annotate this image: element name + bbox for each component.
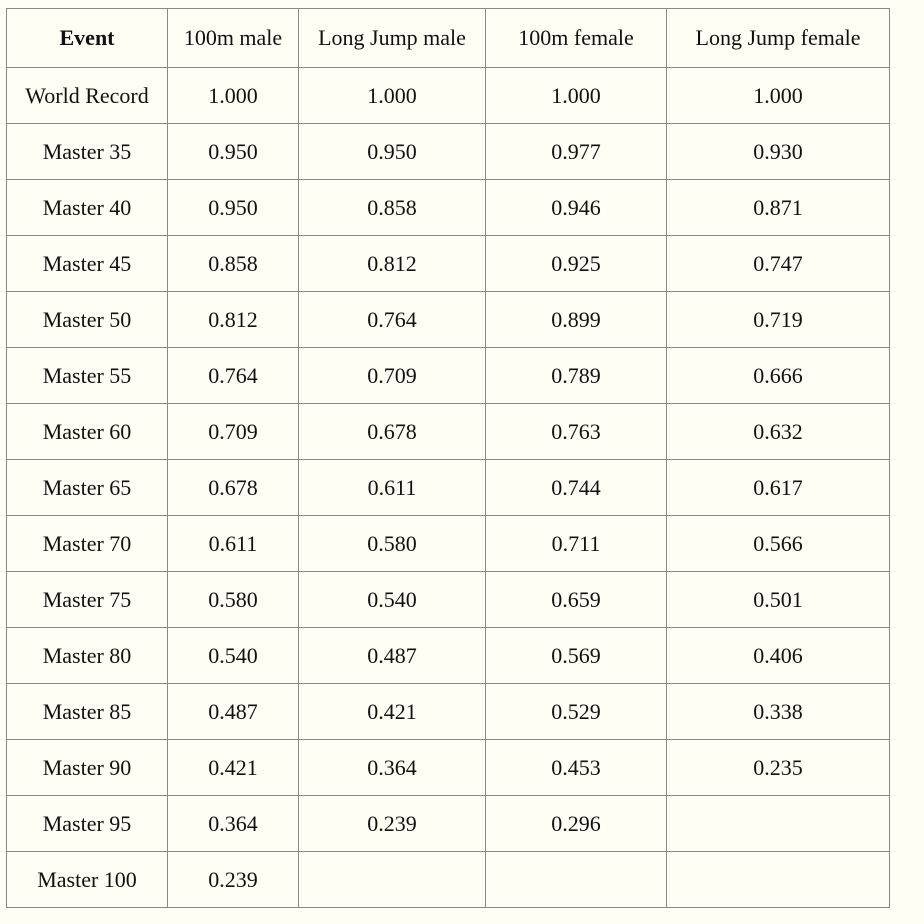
row-label: Master 65 [6,459,168,516]
table-cell: 0.364 [167,795,299,852]
table-row: Master 45 0.858 0.812 0.925 0.747 [6,235,890,292]
table-cell: 0.580 [167,571,299,628]
table-row: Master 35 0.950 0.950 0.977 0.930 [6,123,890,180]
table-cell [298,851,486,908]
table-row: Master 65 0.678 0.611 0.744 0.617 [6,459,890,516]
table-cell: 0.611 [298,459,486,516]
table-cell: 0.678 [167,459,299,516]
column-header-100m-male: 100m male [167,8,299,68]
table-cell: 0.421 [167,739,299,796]
table-cell: 0.239 [167,851,299,908]
table-cell [666,795,890,852]
table-cell: 0.764 [298,291,486,348]
table-cell: 0.296 [485,795,667,852]
table-cell: 0.632 [666,403,890,460]
table-cell: 0.611 [167,515,299,572]
table-cell [666,851,890,908]
row-label: Master 75 [6,571,168,628]
table-cell: 0.977 [485,123,667,180]
table-cell: 0.747 [666,235,890,292]
table-cell: 0.709 [298,347,486,404]
age-grading-table: Event 100m male Long Jump male 100m fema… [6,8,890,908]
row-label: Master 55 [6,347,168,404]
table-cell: 0.711 [485,515,667,572]
table-cell: 0.719 [666,291,890,348]
row-label: Master 70 [6,515,168,572]
row-label: World Record [6,67,168,124]
table-cell: 0.453 [485,739,667,796]
table-cell: 0.235 [666,739,890,796]
table-cell: 0.678 [298,403,486,460]
table-row: Master 70 0.611 0.580 0.711 0.566 [6,515,890,572]
table-cell: 0.666 [666,347,890,404]
table-row: Master 85 0.487 0.421 0.529 0.338 [6,683,890,740]
table-cell: 0.569 [485,627,667,684]
table-body: World Record 1.000 1.000 1.000 1.000 Mas… [6,67,890,908]
table-cell: 0.925 [485,235,667,292]
table-cell: 0.871 [666,179,890,236]
table-cell: 0.580 [298,515,486,572]
table-cell: 0.540 [298,571,486,628]
table-cell: 1.000 [167,67,299,124]
column-header-event: Event [6,8,168,68]
row-label: Master 35 [6,123,168,180]
table-row: Master 100 0.239 [6,851,890,908]
table-cell: 0.789 [485,347,667,404]
table-cell: 0.812 [167,291,299,348]
table-cell: 0.529 [485,683,667,740]
table-cell: 0.763 [485,403,667,460]
table-cell: 0.946 [485,179,667,236]
table-row: World Record 1.000 1.000 1.000 1.000 [6,67,890,124]
table-cell: 0.487 [298,627,486,684]
row-label: Master 85 [6,683,168,740]
table-row: Master 55 0.764 0.709 0.789 0.666 [6,347,890,404]
table-row: Master 95 0.364 0.239 0.296 [6,795,890,852]
table-row: Master 50 0.812 0.764 0.899 0.719 [6,291,890,348]
table-cell: 0.406 [666,627,890,684]
header-row: Event 100m male Long Jump male 100m fema… [6,8,890,68]
row-label: Master 50 [6,291,168,348]
table-cell: 0.950 [298,123,486,180]
table-cell: 0.239 [298,795,486,852]
table-cell: 0.617 [666,459,890,516]
table-cell: 1.000 [298,67,486,124]
table-cell: 0.487 [167,683,299,740]
table-cell: 0.812 [298,235,486,292]
row-label: Master 95 [6,795,168,852]
table-cell: 0.950 [167,179,299,236]
table-cell: 0.501 [666,571,890,628]
table-row: Master 40 0.950 0.858 0.946 0.871 [6,179,890,236]
table-cell: 0.338 [666,683,890,740]
row-label: Master 80 [6,627,168,684]
table-row: Master 80 0.540 0.487 0.569 0.406 [6,627,890,684]
table-cell: 0.930 [666,123,890,180]
table-cell: 0.421 [298,683,486,740]
table-cell: 0.858 [298,179,486,236]
table-cell: 0.764 [167,347,299,404]
column-header-long-jump-female: Long Jump female [666,8,890,68]
table-cell [485,851,667,908]
column-header-long-jump-male: Long Jump male [298,8,486,68]
row-label: Master 60 [6,403,168,460]
row-label: Master 45 [6,235,168,292]
row-label: Master 40 [6,179,168,236]
table-cell: 0.659 [485,571,667,628]
table-cell: 0.566 [666,515,890,572]
table-cell: 0.858 [167,235,299,292]
row-label: Master 100 [6,851,168,908]
table-cell: 0.950 [167,123,299,180]
table-cell: 0.540 [167,627,299,684]
table-row: Master 60 0.709 0.678 0.763 0.632 [6,403,890,460]
row-label: Master 90 [6,739,168,796]
table-cell: 0.364 [298,739,486,796]
table-cell: 0.709 [167,403,299,460]
table-row: Master 75 0.580 0.540 0.659 0.501 [6,571,890,628]
table-cell: 1.000 [485,67,667,124]
table-row: Master 90 0.421 0.364 0.453 0.235 [6,739,890,796]
table-cell: 1.000 [666,67,890,124]
column-header-100m-female: 100m female [485,8,667,68]
table-cell: 0.744 [485,459,667,516]
table-cell: 0.899 [485,291,667,348]
